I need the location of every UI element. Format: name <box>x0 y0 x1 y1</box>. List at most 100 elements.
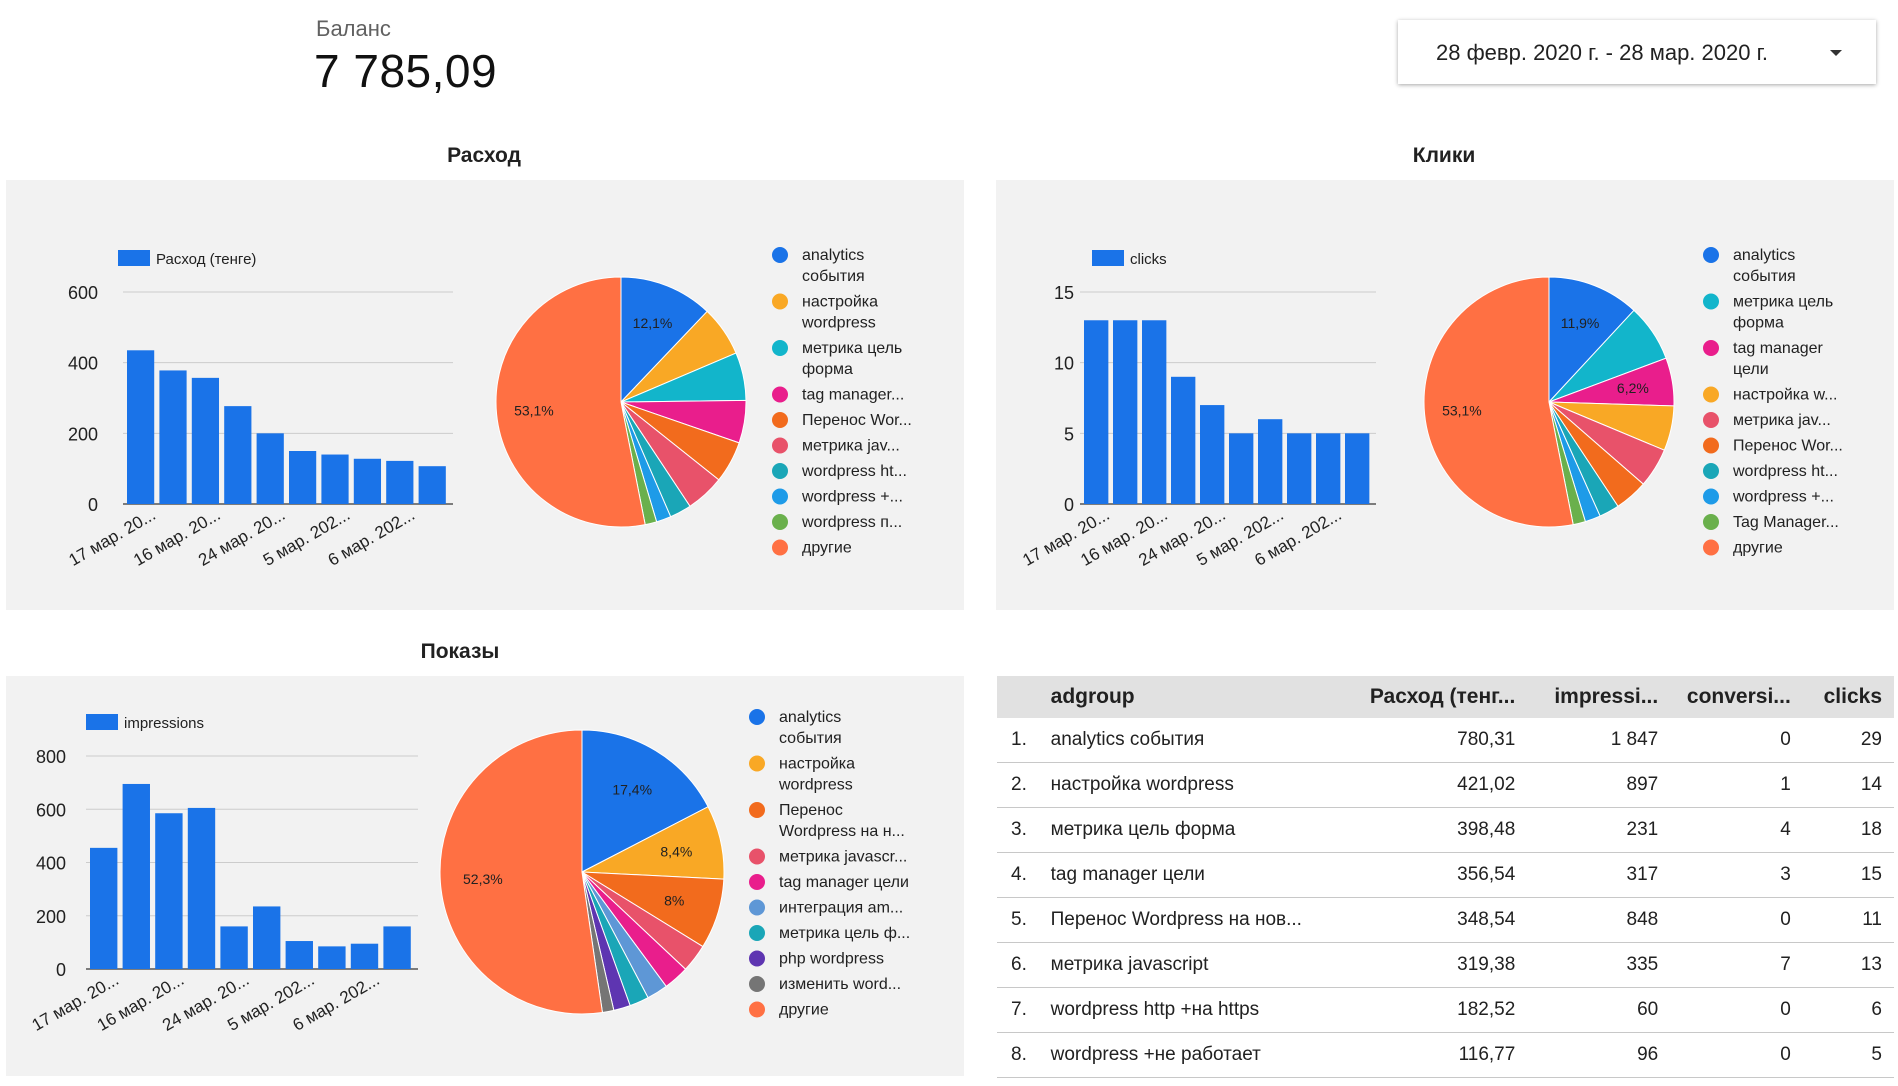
spend-cell: 398,48 <box>1342 807 1528 853</box>
impressions-pie-value-label: 8,4% <box>660 844 692 860</box>
impressions-pie-value-label: 17,4% <box>612 782 652 798</box>
spend-legend-marker <box>772 463 788 479</box>
clicks-bar <box>1258 419 1283 504</box>
impressions-cell: 897 <box>1527 762 1671 808</box>
clicks-legend-label: clicks <box>1130 251 1167 268</box>
clicks-pie-value-label: 6,2% <box>1617 380 1649 396</box>
spend-cell: 116,77 <box>1342 1032 1528 1078</box>
clicks-ytick-label: 5 <box>1064 424 1074 444</box>
spend-cell: 348,54 <box>1342 897 1528 943</box>
impressions-pie-value-label: 52,3% <box>463 871 503 887</box>
spend-bar <box>191 377 220 504</box>
clicks-cell: 15 <box>1802 852 1894 898</box>
table-row[interactable]: 4. tag manager цели 356,54 317 3 15 <box>997 852 1894 898</box>
balance-label: Баланс <box>316 16 391 41</box>
table-header-clicks[interactable]: clicks <box>1823 685 1882 708</box>
clicks-pie-value-label: 53,1% <box>1442 403 1482 419</box>
clicks-legend-marker <box>1703 488 1719 505</box>
clicks-ytick-label: 10 <box>1054 354 1074 374</box>
spend-legend-item-label: события <box>802 268 865 285</box>
impressions-ytick-label: 200 <box>36 907 66 927</box>
row-index: 5. <box>997 897 1045 943</box>
adgroup-cell: метрика javascript <box>1044 942 1343 988</box>
impressions-legend-marker <box>749 802 765 818</box>
spend-legend-marker <box>772 247 788 263</box>
clicks-cell: 18 <box>1802 807 1894 853</box>
impressions-ytick-label: 0 <box>56 960 66 980</box>
table-row[interactable]: 8. wordpress +не работает 116,77 96 0 5 <box>997 1032 1894 1078</box>
table-header-conversions[interactable]: conversi... <box>1686 685 1791 708</box>
spend-bar <box>256 433 284 504</box>
adgroup-table: adgroup Расход (тенг... impressi... conv… <box>997 676 1894 1078</box>
spend-legend-item-label: analytics <box>802 247 864 264</box>
impressions-bar <box>285 941 313 969</box>
impressions-bar <box>187 807 216 969</box>
clicks-cell: 13 <box>1802 942 1894 988</box>
spend-legend-item-label: другие <box>802 540 852 557</box>
table-header-impressions[interactable]: impressi... <box>1554 685 1659 708</box>
impressions-bar <box>318 946 346 969</box>
table-header-row: adgroup Расход (тенг... impressi... conv… <box>997 676 1894 718</box>
table-row[interactable]: 7. wordpress http +на https 182,52 60 0 6 <box>997 987 1894 1033</box>
clicks-cell: 6 <box>1802 987 1894 1033</box>
spend-bar <box>418 466 446 504</box>
conversions-cell: 7 <box>1670 942 1803 988</box>
row-index: 8. <box>997 1032 1045 1078</box>
impressions-ytick-label: 600 <box>36 800 66 820</box>
impressions-bar <box>220 926 248 969</box>
adgroup-cell: analytics события <box>1044 718 1343 763</box>
clicks-legend-item-label: Tag Manager... <box>1733 514 1839 531</box>
spend-chart-title: Расход <box>447 144 521 167</box>
impressions-legend-item-label: другие <box>779 1002 829 1019</box>
impressions-cell: 96 <box>1527 1032 1671 1078</box>
impressions-legend-marker <box>749 925 765 941</box>
spend-pie-slice <box>620 276 708 404</box>
clicks-legend-marker <box>1703 412 1719 428</box>
table-row[interactable]: 3. метрика цель форма 398,48 231 4 18 <box>997 807 1894 853</box>
spend-legend-marker <box>772 340 788 356</box>
date-range-picker[interactable]: 28 февр. 2020 г. - 28 мар. 2020 г. <box>1398 20 1876 84</box>
clicks-bar <box>1345 433 1370 504</box>
clicks-legend-item-label: wordpress +... <box>1732 489 1834 506</box>
spend-legend-marker <box>772 293 788 310</box>
spend-ytick-label: 400 <box>68 354 98 374</box>
table-header-index <box>997 676 1045 718</box>
clicks-bar <box>1316 433 1341 504</box>
clicks-bar <box>1084 320 1109 504</box>
spend-cell: 319,38 <box>1342 942 1528 988</box>
table-row[interactable]: 6. метрика javascript 319,38 335 7 13 <box>997 942 1894 988</box>
clicks-legend-swatch <box>1092 250 1124 266</box>
impressions-bar <box>383 926 411 969</box>
spend-ytick-label: 200 <box>68 424 98 444</box>
conversions-cell: 1 <box>1670 762 1803 808</box>
impressions-chart-panel: impressions 0 200 400 600 800 17 мар. 20... 16 … <box>6 676 964 1076</box>
table-body: 1. analytics события 780,31 1 847 0 29 2. настр… <box>997 718 1894 1078</box>
spend-legend-marker <box>772 386 788 403</box>
impressions-legend-item-label: метрика javascr... <box>779 849 907 866</box>
clicks-bar <box>1287 433 1312 504</box>
table-header-spend[interactable]: Расход (тенг... <box>1369 685 1516 708</box>
chevron-down-icon[interactable] <box>1830 50 1842 56</box>
clicks-bar <box>1113 320 1138 504</box>
clicks-legend-item-label: метрика jav... <box>1733 412 1831 429</box>
spend-legend-item-label: wordpress ht... <box>801 463 907 480</box>
adgroup-cell: wordpress +не работает <box>1044 1032 1343 1078</box>
impressions-chart-title: Показы <box>420 640 500 663</box>
clicks-ytick-label: 15 <box>1054 283 1074 303</box>
impressions-pie-slice <box>581 729 709 873</box>
impressions-legend-marker <box>749 874 765 890</box>
clicks-legend-marker <box>1703 463 1719 479</box>
row-index: 7. <box>997 987 1045 1033</box>
table-row[interactable]: 1. analytics события 780,31 1 847 0 29 <box>997 718 1894 763</box>
adgroup-cell: tag manager цели <box>1044 852 1343 898</box>
impressions-legend-item-label: php wordpress <box>779 951 884 968</box>
table-row[interactable]: 2. настройка wordpress 421,02 897 1 14 <box>997 762 1894 808</box>
spend-legend-marker <box>772 412 788 428</box>
spend-legend-marker <box>772 437 788 454</box>
clicks-pie-value-label: 11,9% <box>1561 315 1600 331</box>
impressions-cell: 60 <box>1527 987 1671 1033</box>
spend-legend-item-label: wordpress <box>801 315 876 332</box>
table-header-adgroup[interactable]: adgroup <box>1050 685 1135 708</box>
table-row[interactable]: 5. Перенос Wordpress на нов... 348,54 848 0 1… <box>997 897 1894 943</box>
conversions-cell: 3 <box>1670 852 1803 898</box>
